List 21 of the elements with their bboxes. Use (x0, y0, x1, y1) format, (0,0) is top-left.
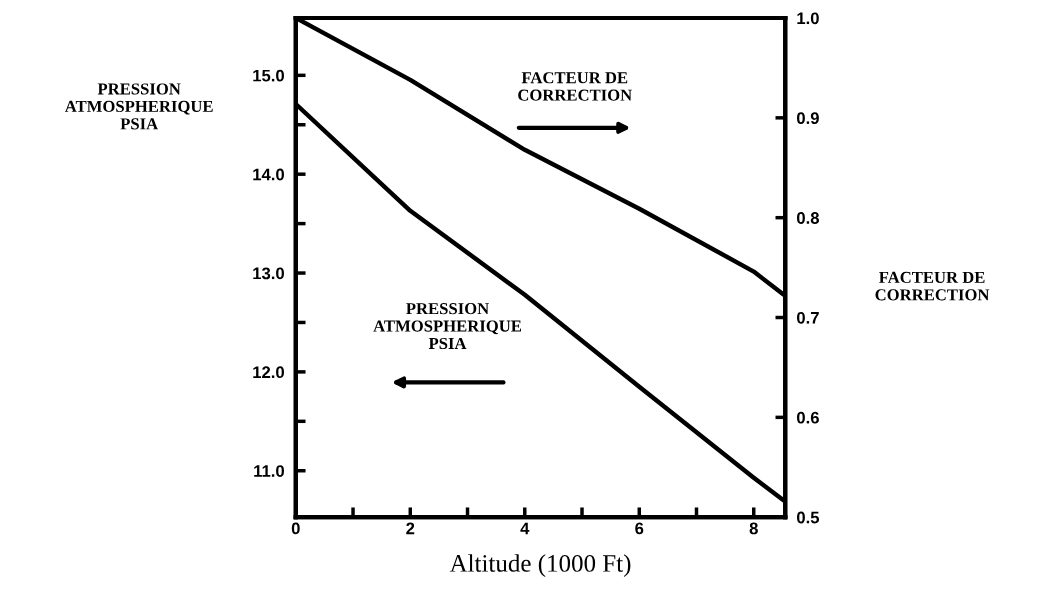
y2-tick-label: 1.0 (797, 12, 819, 25)
x-tick-label: 0 (291, 522, 300, 535)
y-tick-label: 14.0 (253, 168, 284, 181)
y-tick-label: 15.0 (253, 69, 284, 82)
x-tick-label: 4 (520, 522, 530, 535)
y2-tick-label: 0.7 (797, 311, 819, 324)
y-tick-label: 13.0 (253, 267, 284, 280)
y2-tick-label: 0.5 (797, 511, 820, 524)
y-axis-title: PRESSION ATMOSPHERIQUE PSIA (64, 83, 213, 130)
annotation: FACTEUR DE CORRECTION (518, 72, 632, 101)
y-tick-label: 11.0 (254, 465, 284, 477)
x-axis-title: Altitude (1000 Ft) (449, 554, 631, 577)
y2-tick-label: 0.6 (797, 411, 819, 424)
y2-tick-label: 0.8 (797, 212, 819, 224)
y2-axis-title: FACTEUR DE CORRECTION (875, 271, 990, 301)
x-tick-label: 2 (406, 522, 415, 535)
x-tick-label: 6 (635, 522, 644, 535)
x-tick-label: 8 (749, 522, 758, 535)
y-tick-label: 12.0 (253, 366, 284, 379)
annotation: PRESSION ATMOSPHERIQUE PSIA (373, 303, 522, 350)
y2-tick-label: 0.9 (797, 112, 819, 125)
